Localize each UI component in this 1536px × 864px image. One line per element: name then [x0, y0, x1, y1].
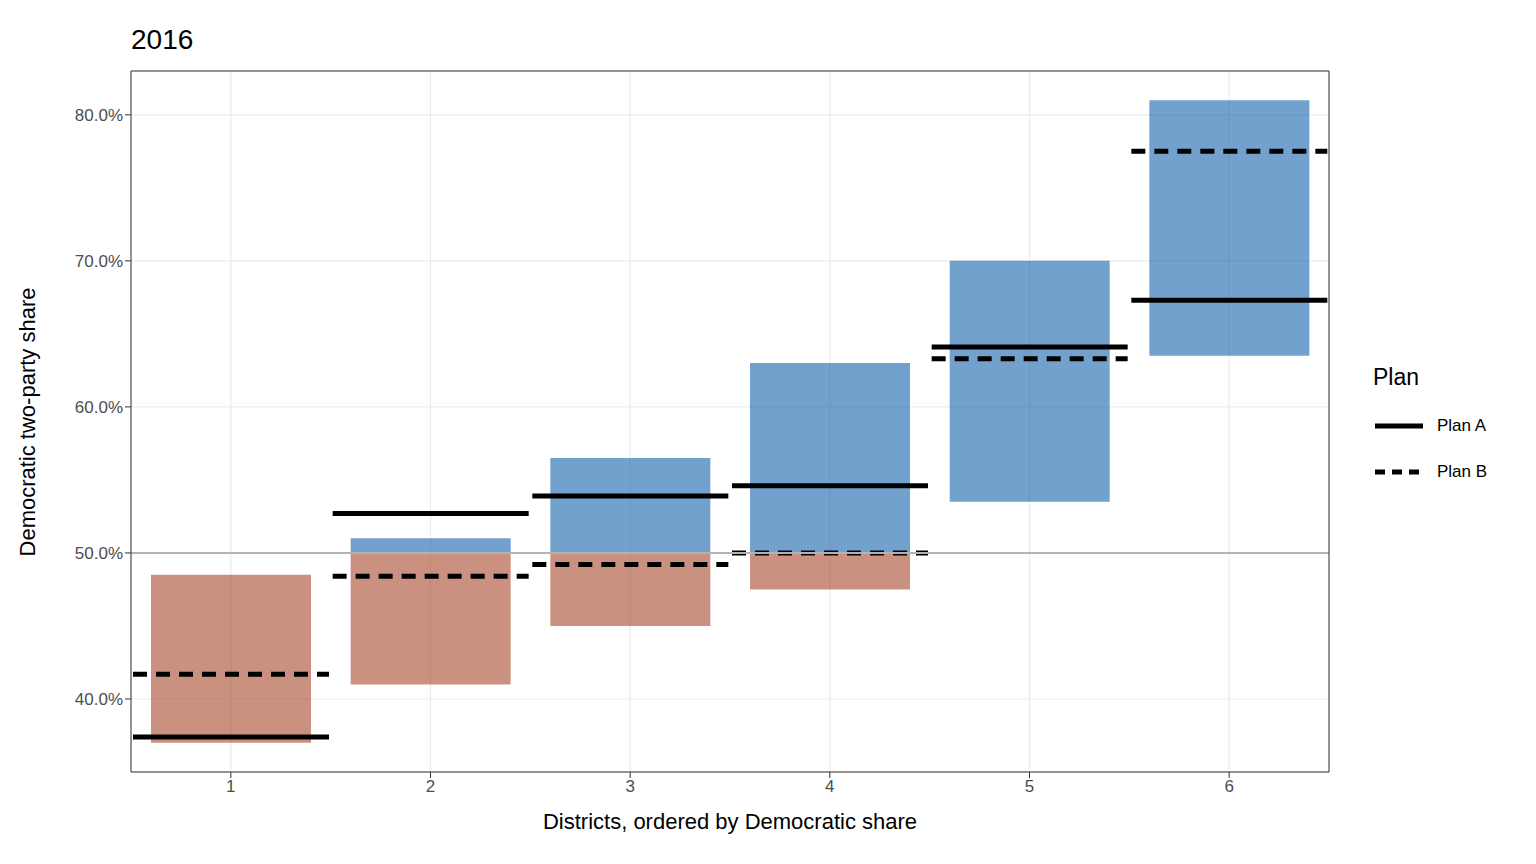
svg-text:80.0%: 80.0% [75, 106, 123, 125]
html-text:Plan B: Plan B [1437, 462, 1488, 481]
svg-text:5: 5 [1025, 777, 1034, 796]
svg-text:40.0%: 40.0% [75, 690, 123, 709]
svg-text:50.0%: 50.0% [75, 544, 123, 563]
svg-text:6: 6 [1224, 777, 1233, 796]
svg-text:4: 4 [825, 777, 834, 796]
html-text:Districts, ordered by Democrat: Districts, ordered by Democratic share [542, 809, 918, 834]
svg-text:3: 3 [625, 777, 634, 796]
html-text:2016: 2016 [131, 24, 194, 55]
svg-text:1: 1 [226, 777, 235, 796]
svg-text:2: 2 [426, 777, 435, 796]
html-text:Democratic two-party share: Democratic two-party share [15, 287, 40, 557]
html-text:Plan A: Plan A [1437, 416, 1487, 435]
svg-text:60.0%: 60.0% [75, 398, 123, 417]
svg-text:70.0%: 70.0% [75, 252, 123, 271]
html-text:Plan: Plan [1373, 364, 1419, 390]
